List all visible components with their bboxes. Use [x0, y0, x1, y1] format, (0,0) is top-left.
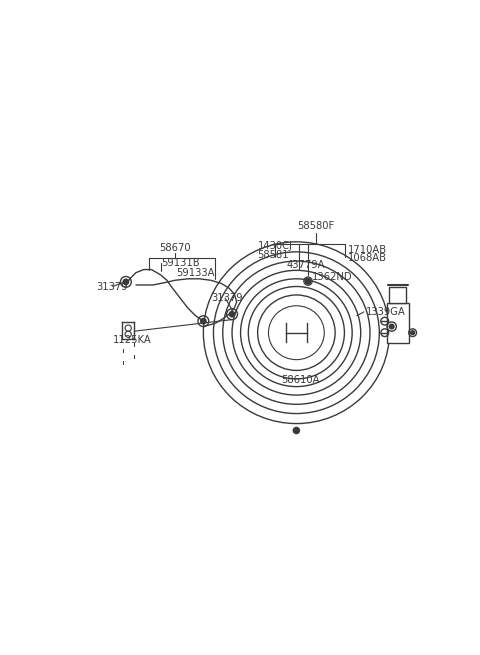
Text: 58581: 58581	[258, 250, 289, 260]
Circle shape	[293, 428, 300, 434]
Text: 1339GA: 1339GA	[366, 307, 406, 317]
Text: 59133A: 59133A	[176, 269, 215, 278]
Text: 58580F: 58580F	[297, 221, 335, 231]
Bar	[387, 303, 409, 343]
Text: 31379: 31379	[96, 282, 128, 291]
Text: 58610A: 58610A	[281, 375, 320, 385]
Circle shape	[389, 324, 394, 329]
Text: 59131B: 59131B	[161, 259, 199, 269]
Circle shape	[229, 312, 235, 317]
Text: 1125KA: 1125KA	[113, 335, 152, 345]
Circle shape	[123, 279, 129, 284]
Bar	[389, 286, 407, 303]
Text: 1430CJ: 1430CJ	[258, 242, 292, 252]
Circle shape	[411, 331, 415, 335]
Text: 1362ND: 1362ND	[312, 272, 352, 282]
Text: 1068AB: 1068AB	[348, 253, 387, 263]
Text: 31379: 31379	[211, 293, 243, 303]
Text: 43779A: 43779A	[286, 260, 325, 270]
Text: 1710AB: 1710AB	[348, 244, 387, 255]
Circle shape	[201, 318, 206, 324]
Circle shape	[305, 278, 311, 284]
Text: 58670: 58670	[159, 243, 191, 253]
